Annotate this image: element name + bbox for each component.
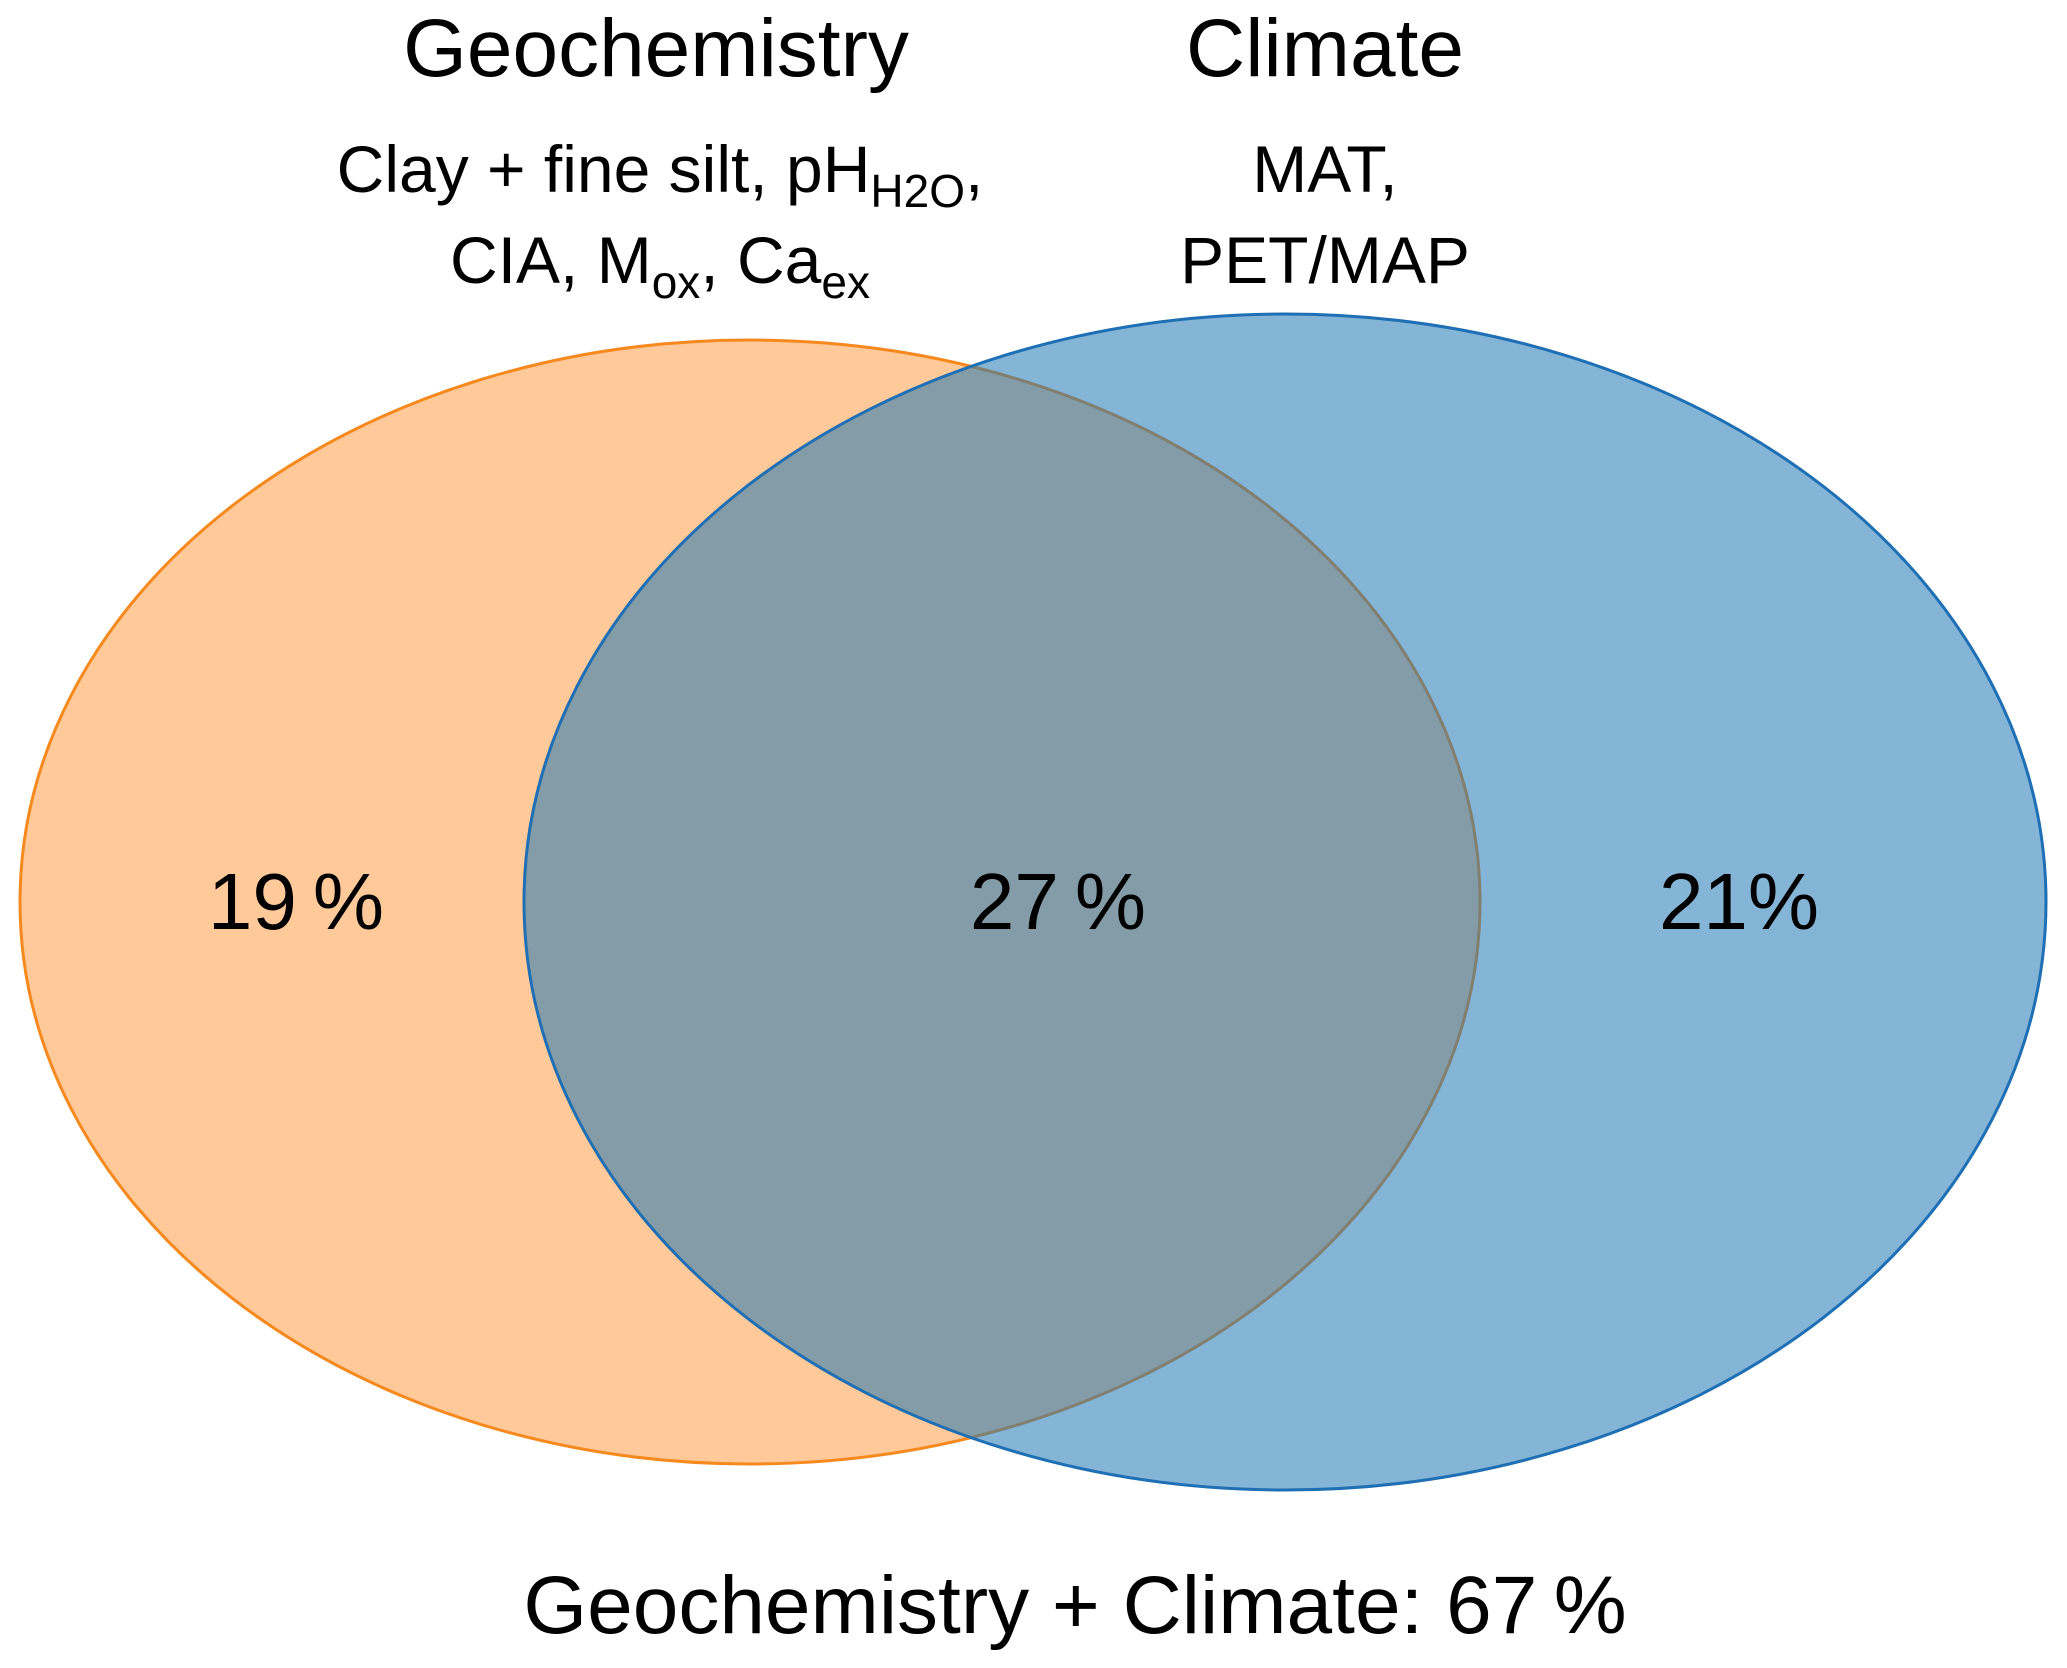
geochemistry-variables-line1-main: Clay + fine silt, pH <box>337 132 871 206</box>
geochemistry-variables-line1-subscript: H2O <box>870 165 965 217</box>
geochemistry-variables-line2-part1: CIA, M <box>450 223 652 297</box>
climate-variables-line1: MAT, <box>1252 132 1397 206</box>
geochemistry-variables-line2-part2: , Ca <box>700 223 821 297</box>
geochemistry-variables-line1-tail: , <box>965 132 983 206</box>
climate-variables-line2: PET/MAP <box>1180 223 1470 297</box>
climate-ellipse <box>522 312 2048 1492</box>
geochemistry-variables-line2-subscript2: ex <box>821 256 870 308</box>
climate-only-percent-label: 21% <box>1659 857 1819 946</box>
geochemistry-variables-line1: Clay + fine silt, pHH2O, <box>337 132 984 217</box>
geochemistry-title: Geochemistry <box>403 3 909 94</box>
climate-title: Climate <box>1186 3 1464 94</box>
geochemistry-variables-line2: CIA, Mox, Caex <box>450 223 870 308</box>
union-total-label: Geochemistry + Climate: 67 % <box>523 1560 1626 1651</box>
geochemistry-variables-line2-subscript1: ox <box>652 256 701 308</box>
overlap-percent-label: 27 % <box>970 857 1146 946</box>
geochemistry-only-percent-label: 19 % <box>208 857 384 946</box>
